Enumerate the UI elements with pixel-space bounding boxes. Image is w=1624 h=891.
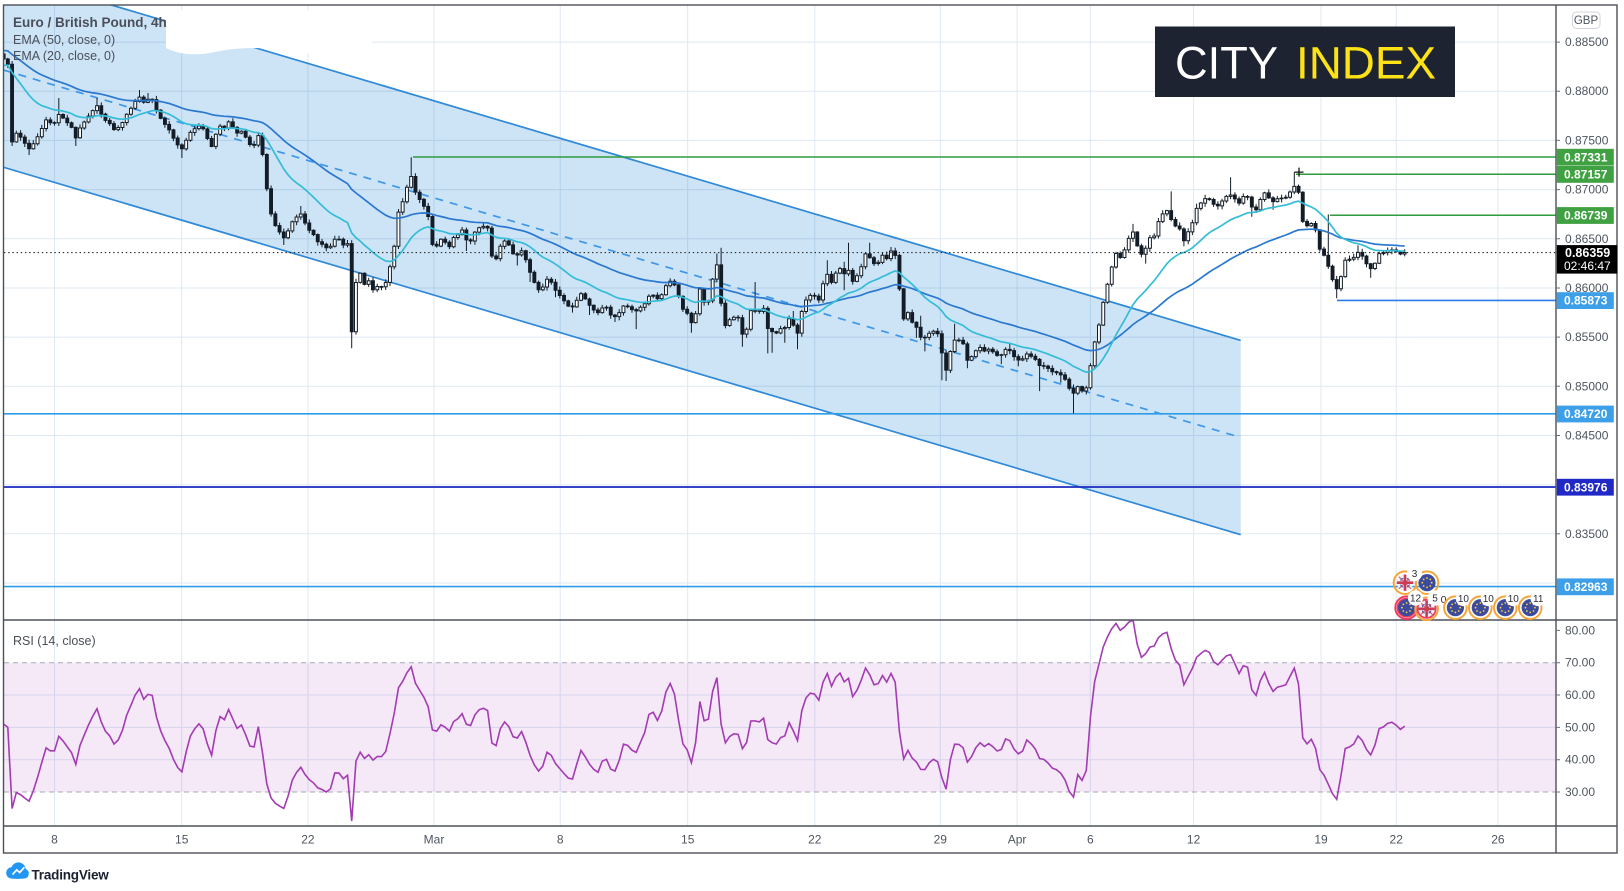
svg-text:0.88500: 0.88500: [1565, 35, 1609, 49]
svg-text:11: 11: [1533, 594, 1544, 605]
svg-text:5: 5: [1432, 593, 1438, 604]
svg-text:22: 22: [1390, 833, 1404, 847]
svg-text:22: 22: [301, 833, 315, 847]
svg-text:0.83500: 0.83500: [1565, 527, 1609, 541]
svg-text:8: 8: [51, 833, 58, 847]
svg-text:EMA (20, close, 0): EMA (20, close, 0): [13, 49, 115, 63]
svg-text:80.00: 80.00: [1565, 623, 1595, 637]
svg-text:0.83976: 0.83976: [1564, 480, 1608, 494]
svg-text:0.87000: 0.87000: [1565, 183, 1609, 197]
svg-text:0.85000: 0.85000: [1565, 379, 1609, 393]
svg-text:0.86739: 0.86739: [1564, 209, 1608, 223]
svg-text:8: 8: [557, 833, 564, 847]
svg-text:12: 12: [1410, 593, 1422, 604]
svg-text:0.82963: 0.82963: [1564, 580, 1608, 594]
svg-text:0.88000: 0.88000: [1565, 84, 1609, 98]
svg-text:29: 29: [934, 833, 948, 847]
svg-text:0.87500: 0.87500: [1565, 133, 1609, 147]
svg-text:70.00: 70.00: [1565, 656, 1595, 670]
svg-text:Mar: Mar: [424, 833, 445, 847]
svg-text:50.00: 50.00: [1565, 720, 1595, 734]
svg-text:40.00: 40.00: [1565, 753, 1595, 767]
svg-text:60.00: 60.00: [1565, 688, 1595, 702]
svg-text:0.84500: 0.84500: [1565, 429, 1609, 443]
svg-text:CITY: CITY: [1175, 38, 1278, 89]
svg-text:0.85500: 0.85500: [1565, 330, 1609, 344]
svg-text:0: 0: [1441, 594, 1447, 606]
svg-text:15: 15: [681, 833, 695, 847]
svg-text:19: 19: [1314, 833, 1328, 847]
svg-text:12: 12: [1187, 833, 1201, 847]
svg-text:EMA (50, close, 0): EMA (50, close, 0): [13, 33, 115, 47]
svg-text:10: 10: [1483, 594, 1495, 605]
svg-text:0.84720: 0.84720: [1564, 407, 1608, 421]
svg-text:0.87157: 0.87157: [1564, 168, 1608, 182]
svg-text:RSI (14, close): RSI (14, close): [13, 634, 96, 648]
svg-text:0.86500: 0.86500: [1565, 232, 1609, 246]
svg-text:6: 6: [1087, 833, 1094, 847]
svg-text:10: 10: [1458, 594, 1470, 605]
svg-text:TradingView: TradingView: [32, 868, 110, 883]
svg-text:INDEX: INDEX: [1296, 38, 1436, 89]
svg-text:Apr: Apr: [1008, 833, 1027, 847]
svg-text:02:46:47: 02:46:47: [1564, 259, 1611, 273]
svg-text:3: 3: [1412, 569, 1418, 580]
svg-text:15: 15: [175, 833, 189, 847]
svg-text:0.87331: 0.87331: [1564, 150, 1608, 164]
svg-text:0.85873: 0.85873: [1564, 294, 1608, 308]
svg-text:0.86000: 0.86000: [1565, 281, 1609, 295]
svg-text:26: 26: [1491, 833, 1505, 847]
svg-text:0.86359: 0.86359: [1565, 246, 1610, 260]
svg-text:10: 10: [1508, 594, 1520, 605]
svg-text:22: 22: [808, 833, 822, 847]
svg-text:30.00: 30.00: [1565, 785, 1595, 799]
svg-text:GBP: GBP: [1574, 15, 1599, 27]
